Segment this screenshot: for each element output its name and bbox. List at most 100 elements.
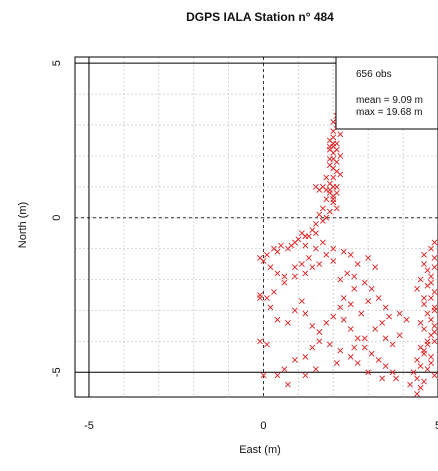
data-point: [284, 245, 291, 252]
data-point: [351, 273, 358, 280]
data-point: [316, 338, 323, 345]
data-point: [421, 301, 427, 308]
data-point: [368, 285, 375, 292]
data-point: [421, 378, 427, 385]
data-point: [326, 341, 333, 348]
data-point: [284, 319, 291, 326]
data-point: [354, 360, 361, 366]
data-point: [309, 264, 316, 271]
y-tick-label: 0: [51, 215, 63, 221]
data-point: [403, 316, 410, 323]
data-point: [428, 273, 434, 280]
data-point: [312, 183, 319, 190]
legend-mean: mean = 9.09 m: [356, 95, 423, 106]
data-point: [361, 279, 368, 286]
data-point: [330, 313, 337, 320]
data-point: [291, 307, 298, 314]
data-point: [428, 245, 434, 252]
data-point: [347, 353, 354, 360]
data-point: [379, 319, 386, 326]
data-point: [312, 366, 319, 373]
x-tick-label: 5: [435, 420, 438, 432]
data-point: [340, 295, 347, 302]
data-point: [358, 310, 365, 317]
data-point: [326, 190, 333, 196]
data-point: [407, 381, 413, 388]
data-point: [382, 335, 389, 342]
plot-border: [74, 56, 438, 398]
data-point: [431, 288, 438, 295]
data-point: [330, 174, 337, 181]
data-point: [347, 251, 354, 258]
data-point: [267, 304, 274, 311]
data-point: [309, 344, 316, 351]
data-point: [361, 335, 368, 342]
data-point: [414, 390, 420, 397]
data-point: [354, 261, 361, 268]
data-point: [414, 285, 420, 292]
data-point: [372, 264, 379, 271]
data-point: [351, 344, 358, 351]
data-point: [428, 295, 434, 302]
data-point: [298, 261, 305, 268]
data-point: [271, 288, 277, 295]
data-point: [365, 254, 372, 261]
data-point: [431, 338, 438, 345]
data-point: [389, 341, 396, 348]
x-axis-label: East (m): [239, 444, 281, 456]
data-point: [344, 270, 351, 277]
data-point: [428, 360, 434, 366]
data-point: [309, 322, 316, 329]
data-point: [337, 171, 344, 178]
data-point: [431, 322, 438, 329]
data-point: [340, 248, 347, 255]
data-point: [396, 332, 403, 339]
x-tick-label: 0: [260, 420, 266, 432]
data-point: [396, 310, 403, 317]
data-point: [291, 356, 298, 363]
data-point: [337, 131, 344, 138]
data-point: [333, 205, 340, 212]
data-point: [312, 245, 319, 252]
data-point: [417, 384, 424, 391]
data-point: [271, 245, 277, 252]
data-point: [424, 310, 431, 317]
data-point: [421, 251, 427, 258]
data-point: [410, 369, 417, 376]
data-point: [347, 301, 354, 308]
data-point: [414, 375, 420, 382]
data-point: [330, 245, 337, 252]
data-point: [431, 264, 438, 271]
data-point: [347, 326, 354, 332]
data-point: [382, 363, 389, 370]
data-point: [337, 276, 344, 283]
data-point: [264, 295, 270, 302]
data-point: [278, 242, 284, 249]
y-tick-label: -5: [51, 367, 63, 377]
data-point: [274, 316, 281, 323]
data-point: [274, 372, 281, 379]
data-point: [424, 267, 431, 274]
data-point: [302, 372, 309, 379]
data-point: [267, 264, 274, 271]
data-point: [340, 316, 347, 323]
data-point: [323, 196, 330, 203]
data-point: [333, 159, 340, 166]
data-point: [312, 220, 319, 227]
chart-title: DGPS IALA Station n° 484: [186, 10, 334, 24]
data-point: [326, 208, 333, 215]
data-point: [431, 239, 438, 246]
data-point: [302, 270, 309, 277]
data-point: [428, 279, 434, 286]
y-tick-label: 5: [51, 60, 63, 66]
data-point: [421, 261, 427, 268]
data-point: [274, 270, 281, 277]
data-point: [323, 174, 330, 181]
data-point: [330, 128, 337, 135]
data-point: [351, 285, 358, 292]
data-point: [424, 366, 431, 373]
data-point: [281, 279, 288, 286]
data-point: [431, 254, 438, 261]
data-point: [421, 295, 427, 302]
